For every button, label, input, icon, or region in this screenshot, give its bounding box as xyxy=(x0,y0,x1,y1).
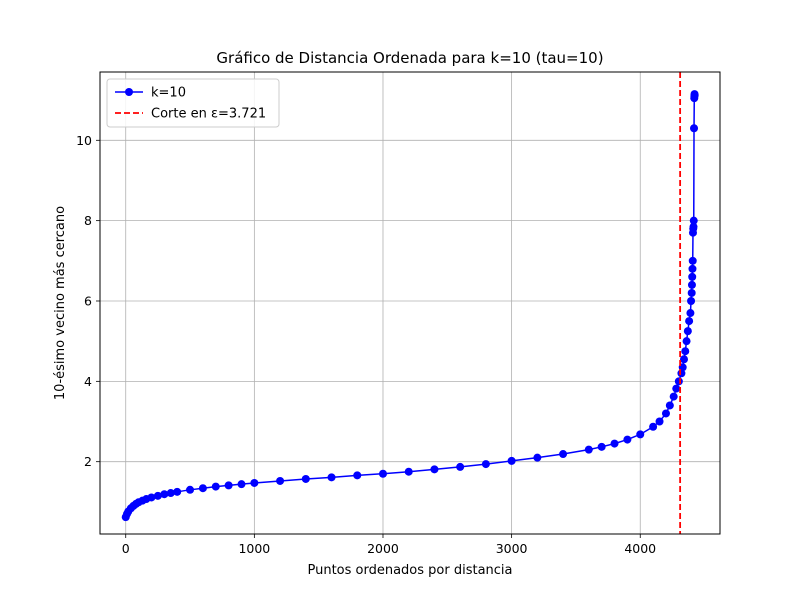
y-axis-label: 10-ésimo vecino más cercano xyxy=(53,206,68,400)
data-point xyxy=(623,435,632,444)
data-point xyxy=(430,465,439,474)
data-point xyxy=(198,484,207,493)
legend: k=10 Corte en ε=3.721 xyxy=(106,78,280,128)
data-point xyxy=(690,91,699,100)
data-point xyxy=(655,417,664,426)
x-tick-label: 3000 xyxy=(496,541,528,556)
data-point xyxy=(690,124,699,133)
series-layer xyxy=(121,90,699,522)
data-point xyxy=(661,409,670,418)
data-point xyxy=(378,469,387,478)
y-tick-label: 10 xyxy=(76,133,92,148)
data-point xyxy=(211,482,220,491)
plot-area xyxy=(100,72,720,534)
data-point xyxy=(689,216,698,225)
data-point xyxy=(153,491,162,500)
data-point xyxy=(173,487,182,496)
data-point xyxy=(404,467,413,476)
y-tick-label: 2 xyxy=(84,454,92,469)
data-point xyxy=(674,377,683,386)
data-point xyxy=(597,442,606,451)
chart-title: Gráfico de Distancia Ordenada para k=10 … xyxy=(216,49,603,67)
data-point xyxy=(669,392,678,401)
data-point xyxy=(301,474,310,483)
data-point xyxy=(327,473,336,482)
data-point xyxy=(533,453,542,462)
data-point xyxy=(610,439,619,448)
data-point xyxy=(559,450,568,459)
x-tick-label: 4000 xyxy=(624,541,656,556)
data-point xyxy=(688,256,697,265)
data-point xyxy=(160,490,169,499)
y-tick-label: 6 xyxy=(84,293,92,308)
y-tick-label: 4 xyxy=(84,374,92,389)
data-point xyxy=(688,264,697,273)
plot-border xyxy=(99,71,721,535)
data-point xyxy=(649,422,658,431)
data-point xyxy=(665,401,674,410)
x-tick-label: 1000 xyxy=(238,541,270,556)
data-point xyxy=(687,288,696,297)
data-point xyxy=(250,478,259,487)
data-point xyxy=(507,456,516,465)
x-tick-label: 2000 xyxy=(367,541,399,556)
data-point xyxy=(166,489,175,498)
data-point xyxy=(688,272,697,281)
data-point xyxy=(584,445,593,454)
x-tick-label: 0 xyxy=(122,541,130,556)
data-point xyxy=(481,460,490,469)
grid-lines xyxy=(100,72,720,534)
data-point xyxy=(683,327,692,336)
x-axis-label: Puntos ordenados por distancia xyxy=(307,563,512,578)
legend-box xyxy=(106,78,280,128)
data-point xyxy=(147,493,156,502)
data-point xyxy=(681,347,690,356)
data-point xyxy=(224,481,233,490)
legend-marker-series xyxy=(125,88,133,96)
data-point xyxy=(353,471,362,480)
data-point xyxy=(687,280,696,289)
data-point xyxy=(456,462,465,471)
legend-entry-series: k=10 xyxy=(151,86,186,101)
legend-entry-threshold: Corte en ε=3.721 xyxy=(151,107,266,122)
data-point xyxy=(682,337,691,346)
data-point xyxy=(276,476,285,485)
y-tick-label: 8 xyxy=(84,213,92,228)
data-point xyxy=(686,309,695,318)
data-point xyxy=(685,317,694,326)
data-point xyxy=(186,485,195,494)
axis-ticks: 0 1000 2000 3000 4000 2 4 6 8 10 xyxy=(76,133,656,556)
data-point xyxy=(672,384,681,393)
data-point xyxy=(636,430,645,439)
data-point xyxy=(689,222,698,231)
data-point xyxy=(679,355,688,364)
data-point xyxy=(687,296,696,305)
data-point xyxy=(237,480,246,489)
